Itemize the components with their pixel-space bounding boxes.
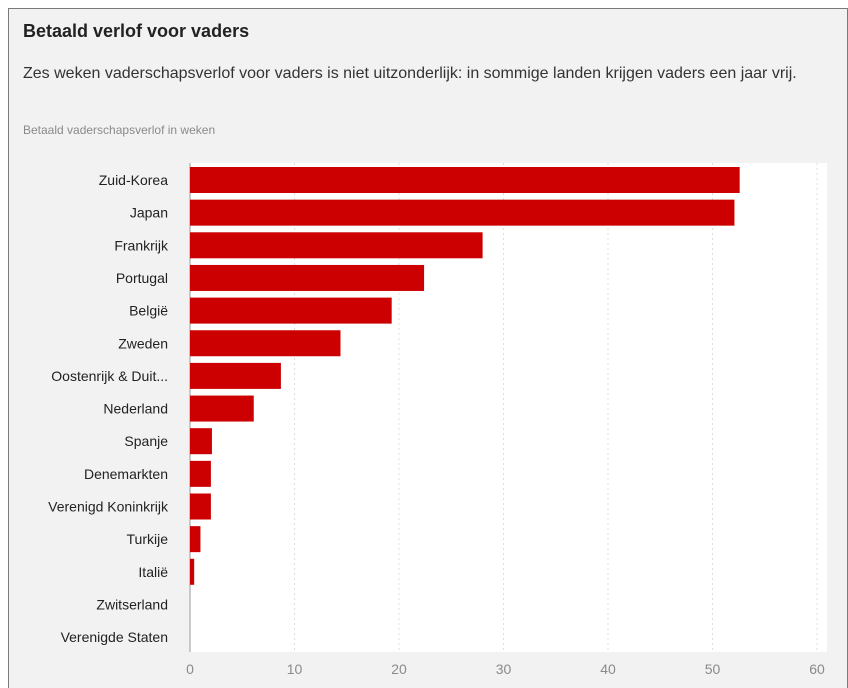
x-tick-label: 20	[391, 661, 407, 677]
bar[interactable]	[190, 428, 212, 455]
bars	[190, 167, 740, 585]
category-label: Italië	[138, 564, 168, 580]
category-label: Verenigd Koninkrijk	[48, 499, 169, 515]
category-label: Frankrijk	[114, 237, 169, 253]
category-label: België	[129, 303, 168, 319]
bar[interactable]	[190, 232, 483, 259]
category-label: Zuid-Korea	[99, 172, 168, 188]
x-tick-label: 40	[600, 661, 616, 677]
category-label: Spanje	[124, 433, 168, 449]
x-tick-label: 0	[186, 661, 194, 677]
category-label: Nederland	[103, 401, 168, 417]
x-tick-label: 10	[287, 661, 303, 677]
bar[interactable]	[190, 264, 425, 291]
bar[interactable]	[190, 493, 211, 520]
chart-subtitle: Zes weken vaderschapsverlof voor vaders …	[23, 65, 797, 82]
bar[interactable]	[190, 297, 392, 324]
value-axis-title: Betaald vaderschapsverlof in weken	[23, 123, 216, 137]
category-labels: Zuid-Korea Japan Frankrijk Portugal België Zw…	[48, 172, 169, 645]
chart-title: Betaald verlof voor vaders	[23, 21, 250, 41]
category-label: Oostenrijk & Duit...	[51, 368, 168, 384]
x-tick-label: 60	[809, 661, 825, 677]
category-label: Denemarkten	[84, 466, 168, 482]
bar[interactable]	[190, 526, 201, 553]
category-label: Zweden	[118, 335, 168, 351]
x-axis-tick-labels: 0 10 20 30 40 50 60	[186, 661, 825, 677]
x-tick-label: 50	[705, 661, 721, 677]
category-label: Turkije	[127, 531, 169, 547]
category-label: Portugal	[116, 270, 168, 286]
bar[interactable]	[190, 395, 254, 422]
bar[interactable]	[190, 167, 740, 193]
bar[interactable]	[190, 199, 735, 226]
bar[interactable]	[190, 362, 281, 389]
category-label: Verenigde Staten	[61, 629, 168, 645]
category-label: Zwitserland	[96, 596, 168, 612]
bar[interactable]	[190, 558, 195, 585]
bar[interactable]	[190, 330, 341, 357]
bar[interactable]	[190, 460, 211, 487]
category-label: Japan	[130, 205, 168, 221]
x-tick-label: 30	[496, 661, 512, 677]
